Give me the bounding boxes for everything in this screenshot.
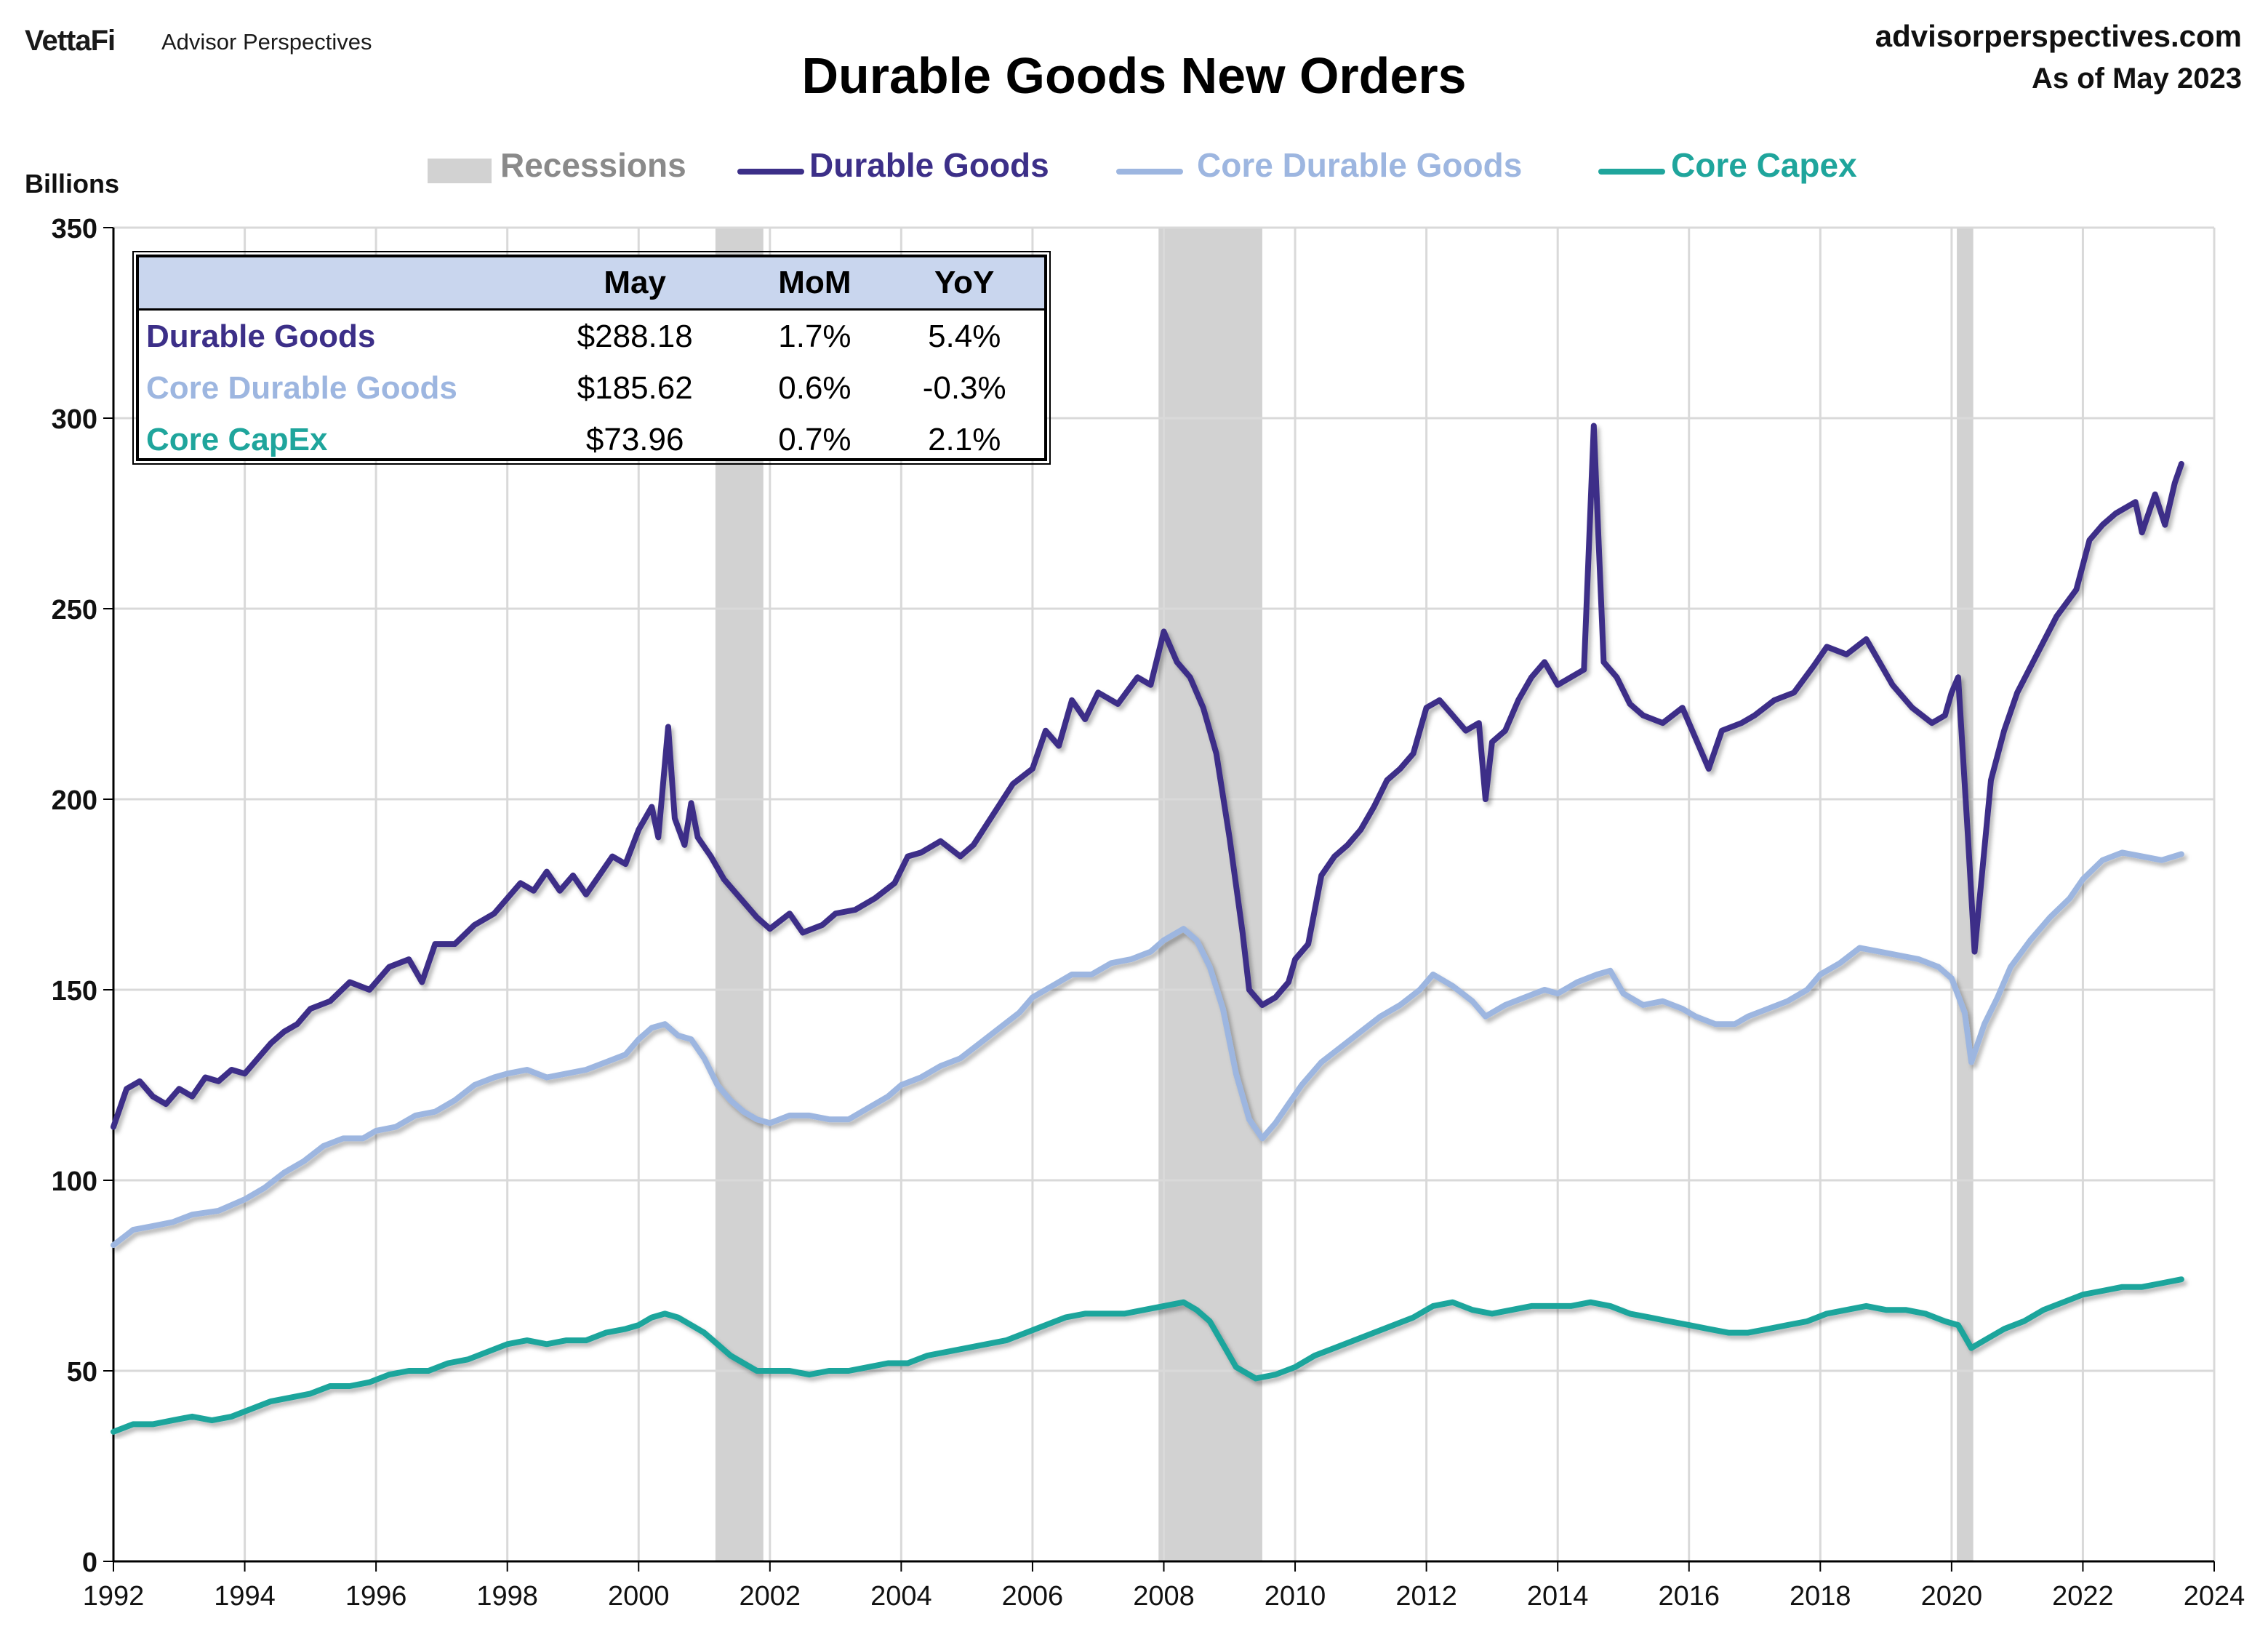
row-name-core-capex: Core CapEx <box>146 421 328 457</box>
x-tick-label: 2008 <box>1133 1581 1195 1612</box>
legend-swatch-recessions <box>428 159 492 183</box>
chart-title: Durable Goods New Orders <box>801 47 1467 104</box>
legend-label-recessions: Recessions <box>500 146 686 184</box>
row-may-core-capex: $73.96 <box>585 421 684 457</box>
table-row: Core CapEx $73.96 0.7% 2.1% <box>139 414 1044 465</box>
recession-band-1 <box>1158 228 1262 1561</box>
recession-band-2 <box>1957 228 1974 1561</box>
table-header-mom: MoM <box>745 257 885 311</box>
legend-label-durable: Durable Goods <box>809 146 1049 184</box>
x-tick-label: 2024 <box>2184 1581 2245 1612</box>
row-may-durable: $288.18 <box>577 318 693 354</box>
y-tick-label: 0 <box>82 1548 97 1578</box>
legend-swatch-durable <box>737 169 804 175</box>
x-tick-label: 2000 <box>608 1581 670 1612</box>
y-tick-label: 200 <box>52 785 97 816</box>
x-tick-label: 2020 <box>1921 1581 1983 1612</box>
as-of-date: As of May 2023 <box>2031 63 2242 95</box>
x-tick-label: 1992 <box>83 1581 145 1612</box>
series-line-core-durable-goods <box>111 849 2184 1249</box>
axes: 0 50 100 150 200 250 300 350 1992 1994 1996 1998 200… <box>52 214 2245 1612</box>
series-line-core-capex <box>111 1276 2184 1435</box>
table-row: Durable Goods $288.18 1.7% 5.4% <box>139 310 1044 363</box>
recessions-layer <box>715 228 1974 1561</box>
table-header-yoy: YoY <box>884 257 1044 311</box>
y-tick-label: 50 <box>67 1357 97 1388</box>
x-tick-label: 2012 <box>1395 1581 1457 1612</box>
y-axis-label: Billions <box>25 169 120 199</box>
gridlines <box>113 226 2216 1563</box>
x-tick-label: 1998 <box>476 1581 538 1612</box>
row-yoy-durable: 5.4% <box>928 318 1001 354</box>
row-mom-core-durable: 0.6% <box>778 369 851 406</box>
table-header-may: May <box>525 257 745 311</box>
row-mom-core-capex: 0.7% <box>778 421 851 457</box>
series-line-durable-goods <box>111 423 2184 1130</box>
legend-label-core-durable: Core Durable Goods <box>1197 146 1523 184</box>
x-tick-label: 1996 <box>345 1581 407 1612</box>
x-tick-label: 2004 <box>870 1581 932 1612</box>
x-tick-label: 2018 <box>1790 1581 1851 1612</box>
row-mom-durable: 1.7% <box>778 318 851 354</box>
x-tick-label: 2006 <box>1002 1581 1064 1612</box>
legend-swatch-core-durable <box>1116 169 1183 175</box>
y-tick-label: 350 <box>52 214 97 244</box>
x-tick-label: 2002 <box>740 1581 801 1612</box>
series-layer <box>111 423 2184 1435</box>
row-may-core-durable: $185.62 <box>577 369 693 406</box>
table-header-blank <box>139 257 525 311</box>
legend-label-core-capex: Core Capex <box>1671 146 1857 184</box>
site-url: advisorperspectives.com <box>1875 19 2242 53</box>
row-yoy-core-capex: 2.1% <box>928 421 1001 457</box>
row-name-core-durable: Core Durable Goods <box>146 369 457 406</box>
x-tick-label: 2010 <box>1265 1581 1326 1612</box>
x-tick-label: 2022 <box>2052 1581 2114 1612</box>
y-tick-label: 300 <box>52 404 97 435</box>
brand-subtitle: Advisor Perspectives <box>161 29 372 55</box>
y-tick-label: 250 <box>52 595 97 625</box>
summary-table: May MoM YoY Durable Goods $288.18 1.7% 5… <box>132 251 1051 465</box>
row-yoy-core-durable: -0.3% <box>922 369 1006 406</box>
table-row: Core Durable Goods $185.62 0.6% -0.3% <box>139 362 1044 414</box>
y-tick-label: 150 <box>52 976 97 1006</box>
y-tick-label: 100 <box>52 1166 97 1197</box>
x-tick-label: 2016 <box>1658 1581 1720 1612</box>
row-name-durable: Durable Goods <box>146 318 376 354</box>
x-tick-label: 1994 <box>214 1581 276 1612</box>
brand-logo: VettaFi <box>25 25 116 57</box>
legend-swatch-core-capex <box>1598 169 1665 175</box>
x-tick-label: 2014 <box>1527 1581 1589 1612</box>
